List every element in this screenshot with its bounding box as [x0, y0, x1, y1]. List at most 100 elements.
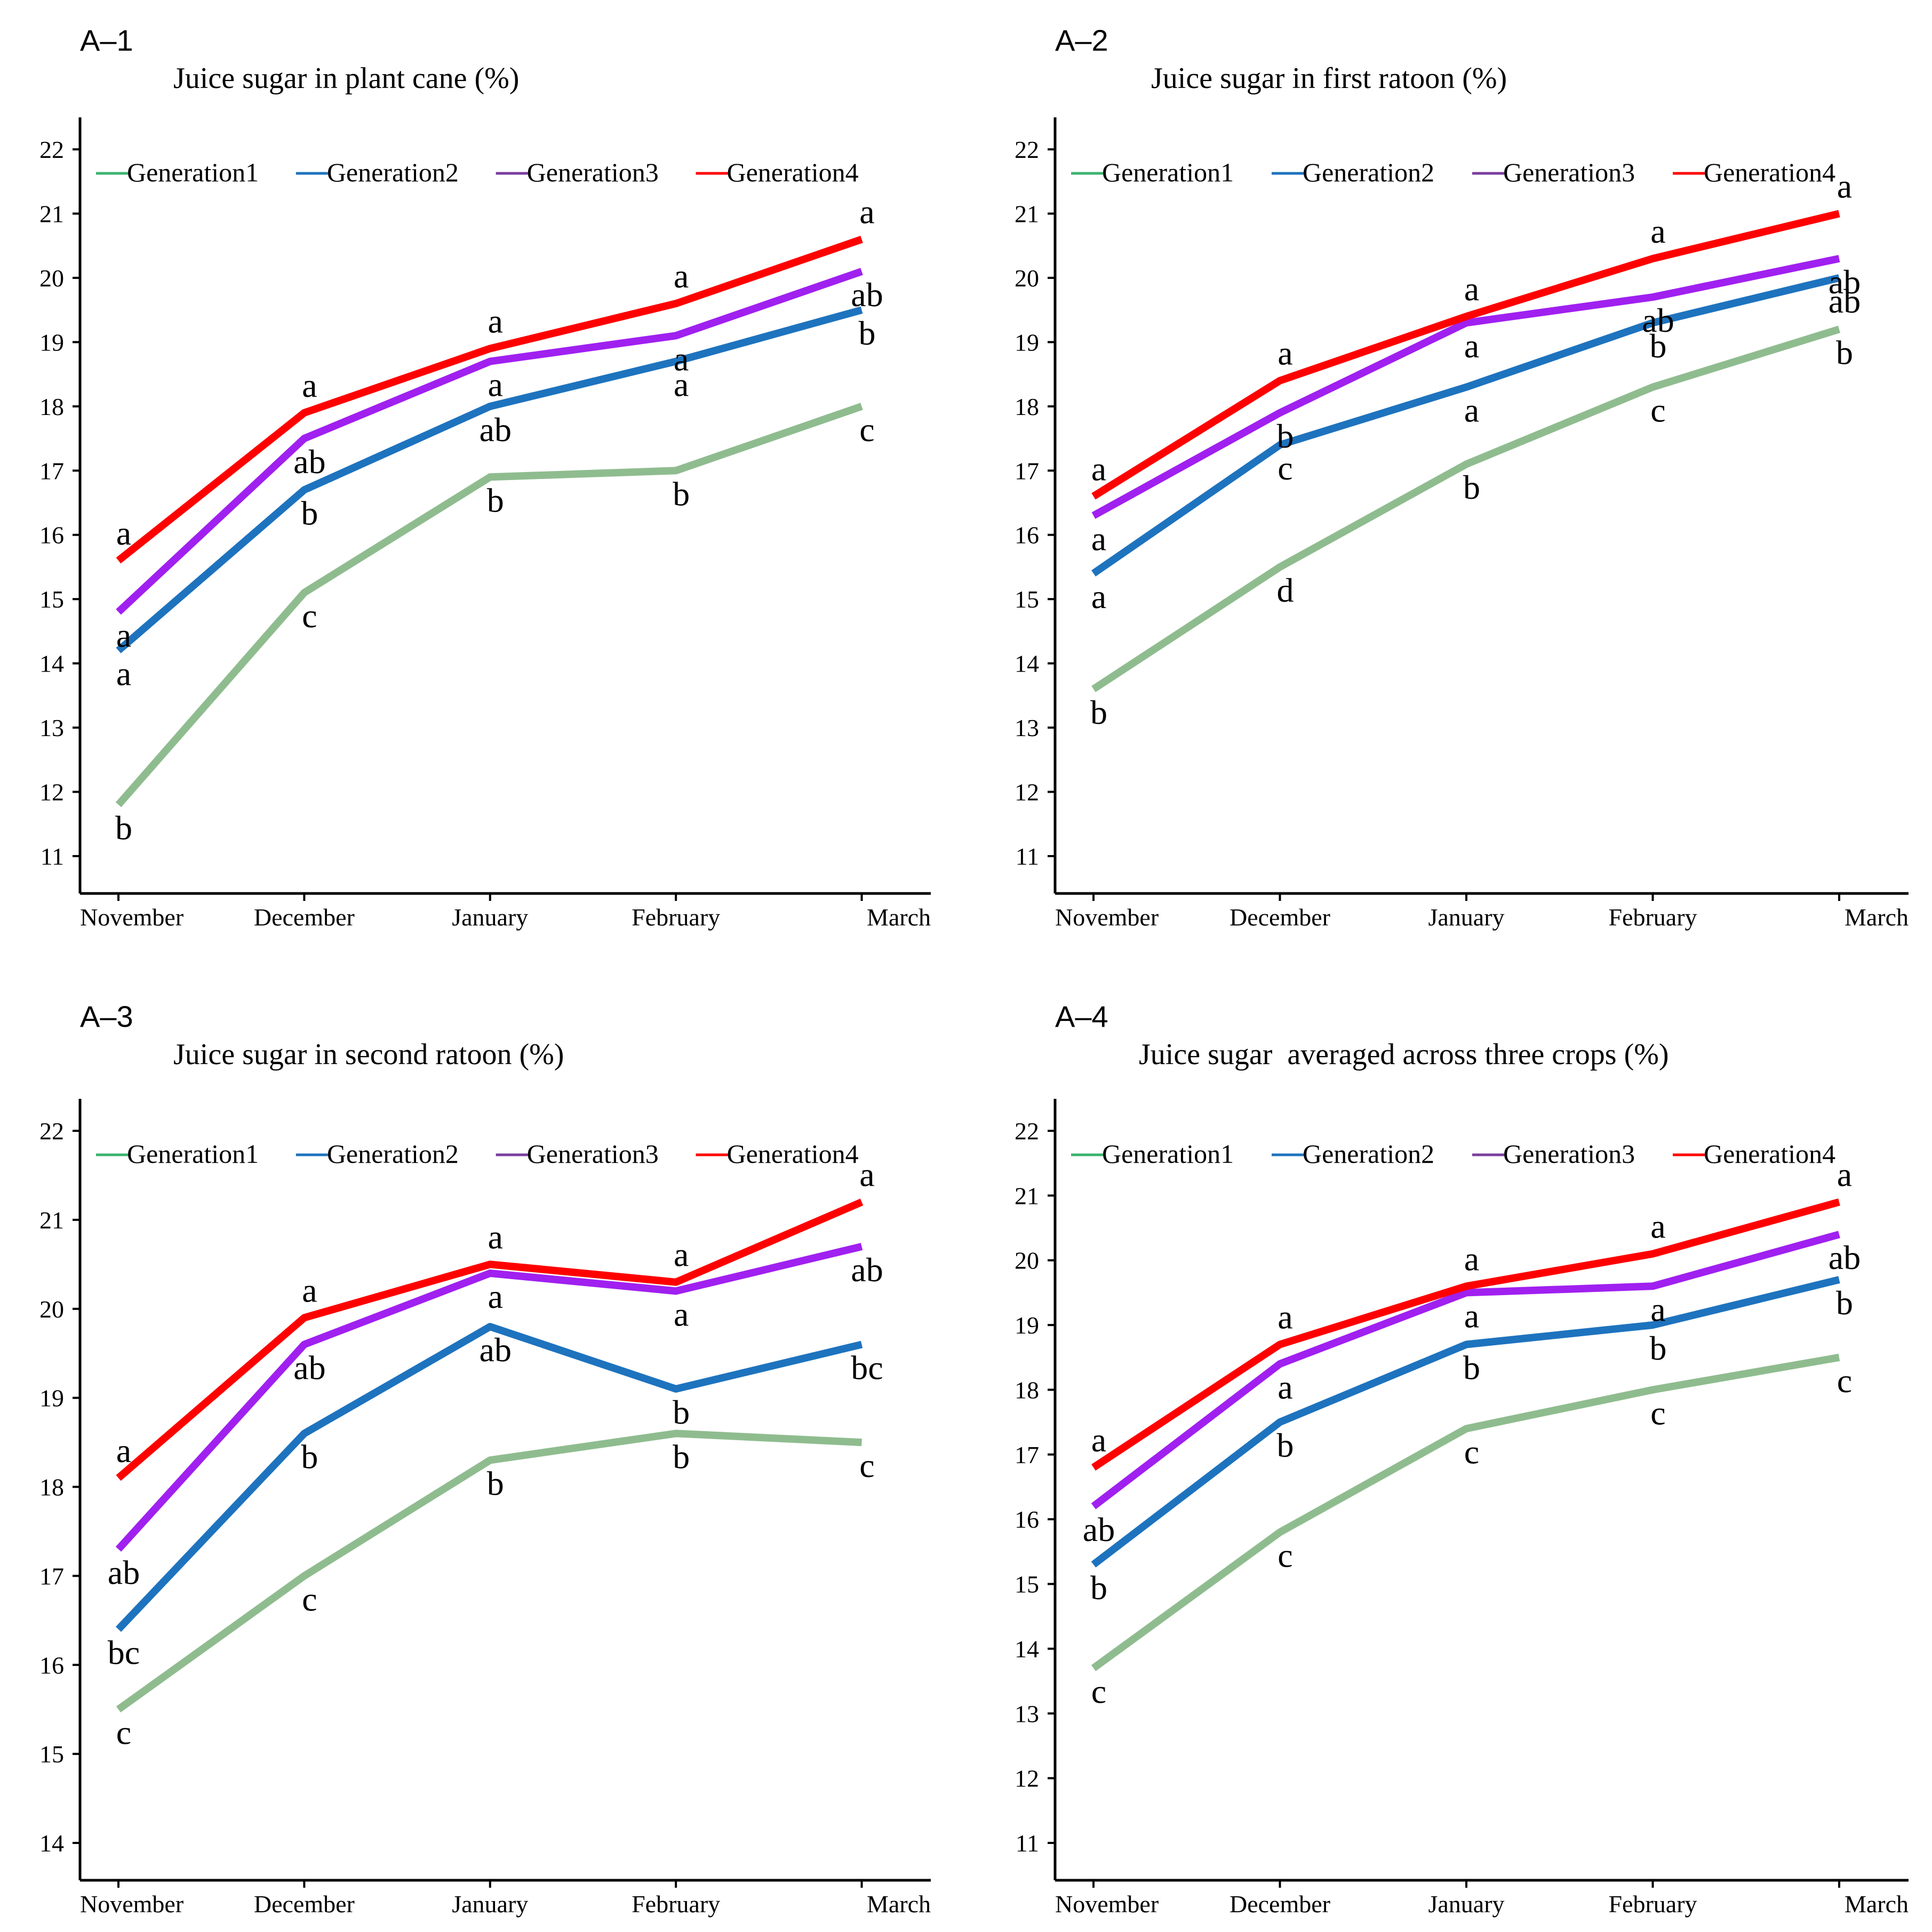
data-label: a — [1464, 392, 1479, 429]
data-label: c — [1278, 1536, 1292, 1574]
data-label: a — [1091, 578, 1106, 616]
data-label: c — [1091, 1672, 1106, 1710]
data-label: a — [302, 366, 317, 404]
data-label: a — [1091, 450, 1106, 488]
data-label: a — [488, 1218, 503, 1256]
x-tick-label: December — [254, 1890, 355, 1918]
panel-label: A–1 — [80, 23, 133, 57]
data-label: a — [1837, 1156, 1852, 1194]
y-tick-label: 11 — [1016, 1830, 1039, 1857]
data-label: a — [1278, 1298, 1292, 1336]
y-tick-label: 15 — [39, 1741, 64, 1768]
y-tick-label: 16 — [1015, 522, 1039, 549]
data-label: a — [1464, 270, 1479, 308]
y-tick-label: 20 — [1015, 1247, 1039, 1274]
legend-item: Generation4 — [696, 1139, 859, 1169]
data-label: a — [1464, 1297, 1479, 1335]
series-line-generation2 — [1091, 274, 1840, 577]
data-label: b — [1090, 693, 1107, 731]
y-tick-label: 16 — [39, 1651, 64, 1679]
data-label: ab — [1829, 263, 1861, 301]
y-tick-label: 18 — [39, 1474, 64, 1501]
y-tick-label: 11 — [1016, 843, 1039, 870]
x-tick-label: November — [80, 904, 183, 931]
y-tick-label: 11 — [41, 843, 64, 870]
data-label: b — [301, 1438, 318, 1475]
legend-label: Generation3 — [527, 157, 659, 187]
data-label: a — [488, 366, 503, 404]
legend-label: Generation4 — [727, 157, 858, 187]
data-label: c — [859, 1447, 874, 1484]
legend-item: Generation3 — [1472, 157, 1635, 187]
x-tick-label: February — [1608, 904, 1697, 931]
data-label: bc — [851, 1349, 883, 1387]
data-label: b — [1277, 417, 1294, 455]
chart-title: Juice sugar in first ratoon (%) — [1151, 62, 1507, 95]
y-tick-label: 18 — [1015, 1376, 1039, 1403]
data-label: b — [673, 1393, 690, 1431]
y-tick-label: 22 — [39, 1117, 64, 1145]
panel-label: A–2 — [1055, 23, 1108, 57]
series-line-generation4 — [1091, 210, 1840, 500]
data-label: a — [1278, 334, 1292, 372]
legend-label: Generation2 — [1303, 1139, 1434, 1169]
data-label: b — [301, 494, 318, 532]
data-label: b — [673, 1438, 690, 1475]
legend-item: Generation3 — [496, 1139, 659, 1169]
series-line-generation3 — [116, 268, 863, 615]
series-line-generation4 — [116, 235, 863, 564]
panel-1: A–1 Juice sugar in plant cane (%) 11 12 13 14… — [39, 23, 931, 931]
data-label: b — [1277, 1426, 1294, 1464]
x-tick-label: March — [1845, 904, 1909, 931]
data-label: a — [116, 1432, 131, 1470]
data-label: bc — [108, 1634, 140, 1672]
legend-label: Generation1 — [1102, 1139, 1234, 1169]
data-label: a — [1464, 1240, 1479, 1278]
data-label: a — [674, 1236, 689, 1274]
x-tick-label: November — [80, 1890, 183, 1918]
y-tick-label: 14 — [39, 650, 64, 677]
legend-label: Generation2 — [1303, 157, 1434, 187]
data-label: d — [1277, 571, 1294, 609]
legend-item: Generation4 — [1673, 157, 1835, 187]
data-label: c — [1464, 1433, 1479, 1471]
x-tick-label: February — [632, 904, 720, 931]
x-tick-label: February — [632, 1890, 720, 1918]
data-label: b — [1650, 1329, 1667, 1367]
chart-title: Juice sugar in second ratoon (%) — [173, 1038, 564, 1071]
legend-item: Generation1 — [1071, 157, 1234, 187]
panel-3: A–3 Juice sugar in second ratoon (%) 14 15 1… — [39, 1000, 931, 1918]
series-line-generation3 — [1091, 254, 1840, 519]
series-line-generation4 — [1091, 1198, 1840, 1471]
data-label: c — [859, 411, 874, 449]
y-tick-label: 12 — [1015, 779, 1039, 806]
data-label: a — [1091, 1421, 1106, 1459]
data-label: a — [1650, 1290, 1665, 1328]
x-tick-label: March — [1845, 1890, 1909, 1918]
chart-title: Juice sugar averaged across three crops … — [1139, 1038, 1669, 1071]
data-label: ab — [1829, 1239, 1861, 1276]
panel-label: A–3 — [80, 1000, 133, 1033]
legend-item: Generation2 — [296, 1139, 459, 1169]
series-line-generation1 — [116, 1430, 862, 1713]
panel-label: A–4 — [1055, 1000, 1108, 1033]
x-tick-label: January — [452, 904, 528, 931]
data-label: b — [1836, 1284, 1853, 1322]
data-label: a — [1091, 520, 1106, 558]
x-tick-label: February — [1608, 1890, 1697, 1918]
y-tick-label: 13 — [1015, 1700, 1039, 1727]
y-tick-label: 15 — [39, 586, 64, 613]
y-tick-label: 21 — [39, 200, 64, 227]
y-tick-label: 15 — [1015, 1571, 1039, 1598]
data-label: ab — [1083, 1511, 1115, 1548]
legend-label: Generation3 — [527, 1139, 659, 1169]
data-label: a — [116, 655, 131, 693]
x-tick-label: March — [867, 1890, 931, 1918]
legend-item: Generation1 — [1071, 1139, 1234, 1169]
legend-label: Generation3 — [1503, 157, 1635, 187]
x-tick-label: January — [1428, 904, 1504, 931]
y-tick-label: 13 — [1015, 714, 1039, 741]
y-tick-label: 15 — [1015, 586, 1039, 613]
data-label: b — [1463, 1349, 1480, 1387]
